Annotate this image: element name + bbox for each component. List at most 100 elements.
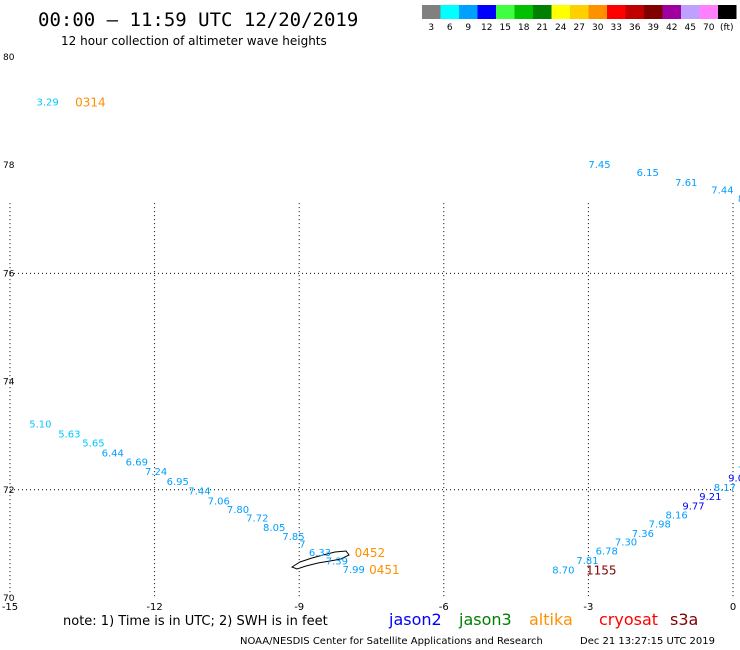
map-grid bbox=[9, 203, 734, 598]
legend-swatch bbox=[459, 5, 478, 19]
wave-height-value: 7.36 bbox=[632, 529, 654, 540]
legend-swatch bbox=[570, 5, 589, 19]
legend-swatch bbox=[422, 5, 441, 19]
wave-height-value: 7.98 bbox=[649, 520, 671, 531]
legend-label: 12 bbox=[481, 23, 492, 33]
wave-height-value: 7.99 bbox=[343, 565, 365, 576]
wave-height-value: 9.09 bbox=[728, 474, 740, 485]
legend-swatch bbox=[477, 5, 496, 19]
legend-swatch bbox=[699, 5, 718, 19]
y-tick-label: 76 bbox=[3, 269, 15, 279]
legend-label: 9 bbox=[465, 23, 471, 33]
satellite-name: jason2 bbox=[388, 610, 442, 629]
satellite-name: cryosat bbox=[599, 610, 658, 629]
wave-height-value: 9.21 bbox=[699, 492, 721, 503]
legend-swatch bbox=[718, 5, 737, 19]
x-tick-label: -6 bbox=[439, 602, 449, 613]
wave-height-value: 7.44 bbox=[711, 185, 733, 196]
wave-height-value: 6.15 bbox=[637, 168, 659, 179]
legend-label: 18 bbox=[518, 23, 530, 33]
wave-height-value: 5.63 bbox=[58, 429, 80, 440]
map-title: 00:00 – 11:59 UTC 12/20/2019 bbox=[38, 9, 358, 31]
wave-height-value: 6.33 bbox=[309, 548, 331, 559]
axis-tick-labels: -15 -12 -9 -6 -3 0 70 72 74 76 78 80 bbox=[2, 53, 736, 613]
footer-credit: NOAA/NESDIS Center for Satellite Applica… bbox=[240, 636, 543, 647]
x-tick-label: -15 bbox=[2, 602, 18, 613]
wave-height-value: 5.65 bbox=[82, 439, 104, 450]
legend-label: 3 bbox=[428, 23, 434, 33]
satellite-name: altika bbox=[529, 610, 573, 629]
wave-height-value: 8.05 bbox=[263, 523, 285, 534]
legend-label: 27 bbox=[574, 23, 585, 33]
legend-label: 15 bbox=[500, 23, 511, 33]
legend-label: 45 bbox=[685, 23, 696, 33]
x-tick-label: 0 bbox=[730, 602, 736, 613]
pass-time-label: 1155 bbox=[586, 564, 617, 578]
wave-height-value: 7.30 bbox=[615, 538, 637, 549]
wave-height-value: 7.8 bbox=[738, 466, 740, 477]
legend-swatch bbox=[533, 5, 552, 19]
legend-swatch bbox=[496, 5, 515, 19]
wave-height-value: 7.45 bbox=[588, 160, 610, 171]
wave-height-value: 8.16 bbox=[666, 510, 688, 521]
legend-swatch bbox=[607, 5, 626, 19]
y-tick-label: 74 bbox=[3, 378, 15, 388]
legend-label: 39 bbox=[648, 23, 660, 33]
y-tick-label: 72 bbox=[3, 486, 14, 496]
wave-height-value: 9.77 bbox=[682, 501, 704, 512]
legend-swatch bbox=[662, 5, 681, 19]
wave-height-value: 6.44 bbox=[102, 448, 124, 459]
x-tick-label: -12 bbox=[146, 602, 162, 613]
wave-height-value: 3.29 bbox=[37, 98, 59, 109]
legend-label: 24 bbox=[555, 23, 567, 33]
pass-time-label: 0452 bbox=[355, 546, 386, 560]
wave-height-value: 7.24 bbox=[145, 467, 167, 478]
pass-time-label: 0451 bbox=[369, 563, 400, 577]
wave-height-value: 7.85 bbox=[282, 532, 304, 543]
legend-swatch bbox=[440, 5, 459, 19]
wave-height-value: 5.10 bbox=[29, 420, 51, 431]
legend-label: 36 bbox=[629, 23, 641, 33]
wave-height-value: 7.06 bbox=[208, 496, 230, 507]
legend-swatch bbox=[625, 5, 644, 19]
satellite-name: jason3 bbox=[458, 610, 512, 629]
legend-swatch bbox=[644, 5, 663, 19]
wave-height-value: 6.95 bbox=[167, 477, 189, 488]
pass-time-label: 0314 bbox=[75, 96, 106, 110]
wave-height-value: 7.80 bbox=[227, 505, 249, 516]
wave-height-value: 7.81 bbox=[576, 556, 598, 567]
legend-unit: (ft) bbox=[720, 23, 734, 33]
wave-height-value: 7.61 bbox=[675, 178, 697, 189]
wave-height-value: 8.70 bbox=[552, 566, 574, 577]
legend-swatch bbox=[681, 5, 700, 19]
legend-label: 70 bbox=[703, 23, 715, 33]
legend-label: 21 bbox=[537, 23, 548, 33]
wave-height-value: 7.72 bbox=[246, 514, 268, 525]
wave-height-value: 6.69 bbox=[126, 457, 148, 468]
legend-label: 6 bbox=[447, 23, 453, 33]
legend-swatch bbox=[514, 5, 533, 19]
units-note: note: 1) Time is in UTC; 2) SWH is in fe… bbox=[63, 614, 328, 629]
map-subtitle: 12 hour collection of altimeter wave hei… bbox=[61, 34, 327, 48]
legend-label: 30 bbox=[592, 23, 604, 33]
y-tick-label: 70 bbox=[3, 594, 15, 604]
y-tick-label: 78 bbox=[3, 161, 15, 171]
legend-label: 42 bbox=[666, 23, 677, 33]
wave-height-value: 7.44 bbox=[188, 487, 210, 498]
legend-swatch bbox=[551, 5, 570, 19]
x-tick-label: -9 bbox=[294, 602, 304, 613]
legend-swatch bbox=[588, 5, 607, 19]
y-tick-label: 80 bbox=[3, 53, 15, 63]
wave-height-value: 8.17 bbox=[714, 483, 736, 494]
wave-height-value: 7.39 bbox=[326, 556, 348, 567]
wave-height-value: 8 bbox=[738, 194, 740, 205]
wave-height-observations: 3.29 7.45 6.15 7.61 7.44 8 5.10 5.635.656.446.6… bbox=[29, 98, 740, 577]
pass-time-labels: 0314 0452 0451 1155 bbox=[75, 96, 616, 578]
jan-mayen-island bbox=[290, 550, 350, 570]
legend-label: 33 bbox=[611, 23, 622, 33]
satellite-name: s3a bbox=[670, 610, 698, 629]
wave-height-value: 7 bbox=[299, 540, 305, 551]
wave-height-value: 6.78 bbox=[596, 547, 618, 558]
footer-timestamp: Dec 21 13:27:15 UTC 2019 bbox=[580, 636, 715, 647]
